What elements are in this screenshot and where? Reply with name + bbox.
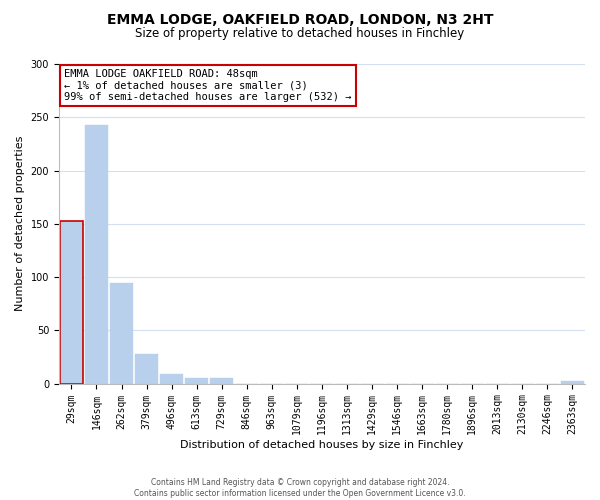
Bar xyxy=(110,284,133,384)
Text: EMMA LODGE, OAKFIELD ROAD, LONDON, N3 2HT: EMMA LODGE, OAKFIELD ROAD, LONDON, N3 2H… xyxy=(107,12,493,26)
Bar xyxy=(160,374,183,384)
Bar xyxy=(60,220,83,384)
Bar xyxy=(210,378,233,384)
Bar xyxy=(561,382,584,384)
Bar xyxy=(135,354,158,384)
Bar xyxy=(85,124,108,384)
Bar xyxy=(185,378,208,384)
Text: Contains HM Land Registry data © Crown copyright and database right 2024.
Contai: Contains HM Land Registry data © Crown c… xyxy=(134,478,466,498)
X-axis label: Distribution of detached houses by size in Finchley: Distribution of detached houses by size … xyxy=(180,440,464,450)
Y-axis label: Number of detached properties: Number of detached properties xyxy=(15,136,25,312)
Text: EMMA LODGE OAKFIELD ROAD: 48sqm
← 1% of detached houses are smaller (3)
99% of s: EMMA LODGE OAKFIELD ROAD: 48sqm ← 1% of … xyxy=(64,69,352,102)
Text: Size of property relative to detached houses in Finchley: Size of property relative to detached ho… xyxy=(136,28,464,40)
